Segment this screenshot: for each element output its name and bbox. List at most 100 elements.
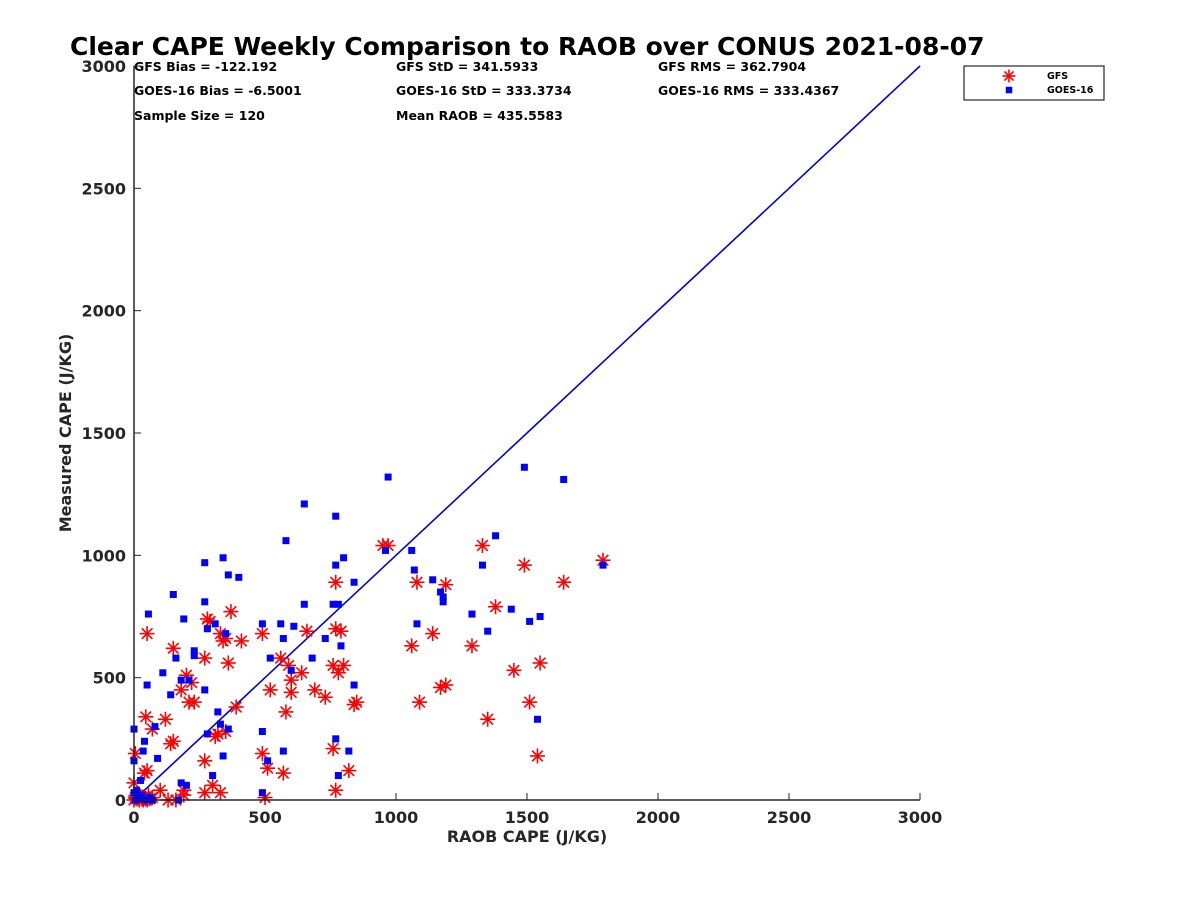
goes16-point: [143, 681, 151, 689]
reference-line-layer: [133, 65, 921, 801]
goes16-point: [332, 735, 340, 743]
goes16-point: [190, 652, 198, 660]
gfs-point: [349, 694, 365, 710]
goes16-point: [599, 561, 607, 569]
goes16-point: [219, 752, 227, 760]
statistics-panel: GFS Bias = -122.192 GFS StD = 341.5933 GFS…: [134, 59, 839, 123]
goes16-point: [350, 578, 358, 586]
one-to-one-line: [133, 65, 921, 801]
legend-box: [963, 65, 1105, 101]
goes16-point: [287, 666, 295, 674]
gfs-point: [186, 694, 202, 710]
gfs-point: [438, 577, 454, 593]
gfs-point: [412, 694, 428, 710]
goes16-point: [337, 642, 345, 650]
goes16-point: [484, 627, 492, 635]
goes16-point: [277, 620, 285, 628]
goes16-point: [478, 561, 486, 569]
x-tick-label: 0: [128, 808, 139, 827]
goes16-point: [182, 781, 190, 789]
goes16-point: [437, 588, 445, 596]
goes16-point: [211, 620, 219, 628]
goes16-point: [520, 463, 528, 471]
x-tick-label: 500: [248, 808, 281, 827]
y-tick-label: 3000: [81, 57, 126, 76]
goes16-point: [408, 546, 416, 554]
gfs-point: [529, 748, 545, 764]
goes16-point: [300, 500, 308, 508]
goes16-point: [468, 610, 476, 618]
y-axis-label: Measured CAPE (J/KG): [56, 334, 75, 533]
goes16-point: [279, 635, 287, 643]
x-tick-label: 1000: [374, 808, 419, 827]
tick-labels: 0 500 1000 1500 2000 2500 3000 0 500 1000 1500 2000…: [81, 57, 942, 827]
y-tick-label: 500: [93, 669, 126, 688]
gfs-point: [165, 640, 181, 656]
x-tick-label: 2000: [636, 808, 681, 827]
goes16-point: [133, 786, 141, 794]
goes16-point: [185, 676, 193, 684]
stat-text: GFS StD = 341.5933: [396, 59, 538, 74]
goes16-point: [439, 598, 447, 606]
goes16-point: [382, 546, 390, 554]
gfs-point: [404, 638, 420, 654]
x-tick-label: 2500: [767, 808, 812, 827]
y-tick-label: 1000: [81, 546, 126, 565]
goes16-point: [167, 691, 175, 699]
goes16-point: [334, 600, 342, 608]
gfs-point: [218, 631, 234, 647]
goes16-point: [321, 635, 329, 643]
goes16-point: [201, 559, 209, 567]
gfs-point: [254, 746, 270, 762]
goes16-point: [266, 654, 274, 662]
y-tick-label: 2500: [81, 179, 126, 198]
gfs-point: [152, 782, 168, 798]
stat-text: GOES-16 RMS = 333.4367: [658, 83, 839, 98]
goes16-point: [203, 625, 211, 633]
y-tick-label: 1500: [81, 424, 126, 443]
legend-gfs-label: GFS: [1047, 71, 1068, 82]
stat-text: GFS RMS = 362.7904: [658, 59, 806, 74]
goes16-point: [526, 617, 534, 625]
gfs-point: [556, 574, 572, 590]
goes16-point: [439, 593, 447, 601]
goes16-point: [332, 512, 340, 520]
goes16-point: [332, 561, 340, 569]
gfs-point: [262, 682, 278, 698]
goes16-point: [329, 600, 337, 608]
goes16-point: [159, 669, 167, 677]
gfs-point: [336, 657, 352, 673]
gfs-point: [233, 633, 249, 649]
gfs-point: [506, 662, 522, 678]
gfs-point: [220, 655, 236, 671]
gfs-point: [341, 763, 357, 779]
goes16-point: [224, 725, 232, 733]
goes16-point: [203, 730, 211, 738]
goes16-point: [308, 654, 316, 662]
gfs-point: [325, 657, 341, 673]
gfs-point: [522, 694, 538, 710]
goes16-point: [282, 537, 290, 545]
gfs-point: [223, 604, 239, 620]
goes16-point: [216, 720, 224, 728]
goes16-point: [492, 532, 500, 540]
gfs-point: [283, 684, 299, 700]
gfs-point: [409, 574, 425, 590]
gfs-point: [328, 782, 344, 798]
gfs-point: [165, 733, 181, 749]
goes16-point: [151, 723, 159, 731]
goes16-point: [507, 605, 515, 613]
gfs-point: [294, 665, 310, 681]
gfs-series: [126, 538, 611, 808]
goes16-point: [144, 610, 152, 618]
gfs-point: [197, 650, 213, 666]
y-tick-label: 2000: [81, 302, 126, 321]
goes16-point: [139, 747, 147, 755]
goes16-point: [190, 647, 198, 655]
goes16-point: [177, 779, 185, 787]
gfs-point: [173, 682, 189, 698]
chart-title: Clear CAPE Weekly Comparison to RAOB ove…: [70, 32, 985, 61]
goes16-point: [235, 573, 243, 581]
goes16-point: [413, 620, 421, 628]
stat-text: Sample Size = 120: [134, 108, 265, 123]
